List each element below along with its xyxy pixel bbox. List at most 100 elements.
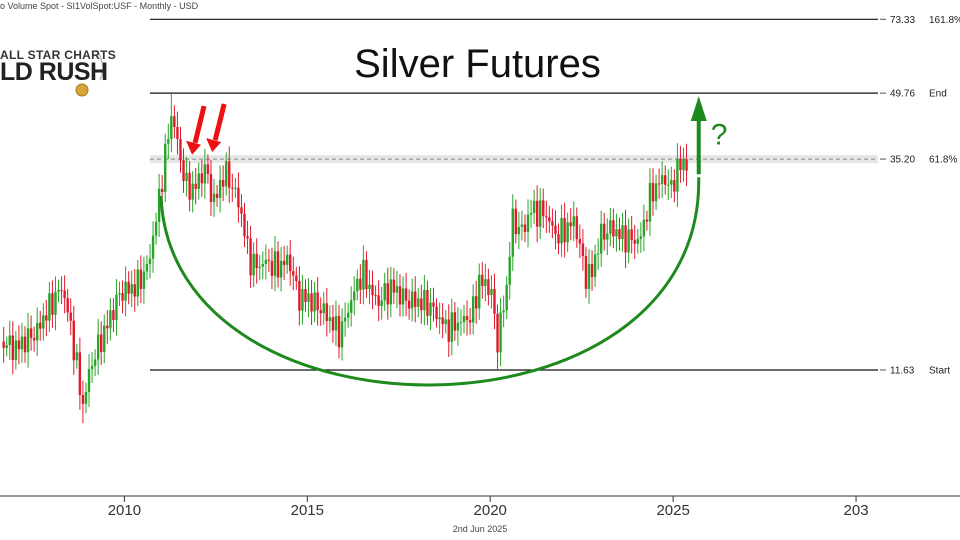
candle-body bbox=[420, 298, 423, 311]
candle-body bbox=[505, 284, 508, 311]
candle-body bbox=[307, 293, 310, 302]
candle-body bbox=[115, 294, 118, 320]
chart-header: o Volume Spot - SI1VolSpot:USF - Monthly… bbox=[0, 1, 199, 11]
candle-body bbox=[395, 286, 399, 293]
candle-body bbox=[590, 264, 594, 278]
candle-body bbox=[319, 310, 322, 314]
candle-body bbox=[587, 264, 591, 289]
candle-body bbox=[606, 233, 609, 240]
level-label: Start bbox=[929, 365, 950, 376]
resistance-arrowhead bbox=[206, 138, 222, 153]
candle-body bbox=[87, 369, 91, 392]
candle-body bbox=[548, 217, 551, 222]
candle-body bbox=[130, 284, 133, 294]
candle-body bbox=[670, 180, 673, 185]
candle-body bbox=[380, 300, 383, 306]
candle-body bbox=[526, 214, 530, 232]
candle-body bbox=[255, 253, 258, 269]
candle-body bbox=[377, 295, 380, 306]
candle-body bbox=[100, 334, 103, 352]
candle-body bbox=[310, 293, 313, 312]
candle-body bbox=[535, 200, 539, 227]
candle-body bbox=[642, 219, 646, 237]
candle-body bbox=[630, 229, 633, 241]
candle-body bbox=[487, 279, 490, 296]
candle-body bbox=[63, 290, 66, 299]
candle-body bbox=[514, 208, 518, 235]
candle-body bbox=[572, 216, 575, 227]
candle-body bbox=[575, 216, 578, 240]
candle-body bbox=[93, 359, 97, 366]
candle-body bbox=[508, 256, 511, 285]
level-value: 11.63 bbox=[890, 365, 915, 376]
candle-body bbox=[84, 391, 88, 404]
candle-body bbox=[191, 183, 194, 200]
x-tick-label: 2025 bbox=[656, 502, 689, 519]
candle-body bbox=[170, 116, 173, 140]
candle-body bbox=[612, 220, 615, 237]
candle-body bbox=[72, 320, 75, 361]
candle-body bbox=[529, 212, 533, 215]
candle-body bbox=[179, 139, 182, 161]
candle-body bbox=[511, 208, 514, 257]
candle-body bbox=[133, 284, 136, 297]
candle-body bbox=[124, 281, 127, 301]
candle-body bbox=[639, 236, 643, 239]
candle-body bbox=[81, 395, 85, 404]
candle-body bbox=[624, 225, 627, 253]
candle-body bbox=[173, 116, 176, 128]
candle-body bbox=[645, 219, 649, 222]
candle-body bbox=[325, 303, 329, 321]
candle-body bbox=[185, 172, 188, 182]
candle-body bbox=[444, 319, 447, 325]
candle-body bbox=[462, 315, 466, 323]
logo-swoosh-icon bbox=[95, 49, 104, 81]
candle-body bbox=[359, 278, 362, 290]
candle-body bbox=[151, 235, 155, 259]
candle-body bbox=[429, 302, 432, 316]
candle-body bbox=[532, 200, 536, 213]
candle-body bbox=[246, 236, 249, 239]
candle-body bbox=[282, 260, 286, 265]
candle-body bbox=[206, 164, 210, 174]
candle-body bbox=[8, 335, 11, 346]
candle-body bbox=[167, 139, 170, 144]
candle-body bbox=[596, 253, 600, 255]
candle-body bbox=[654, 183, 658, 202]
candle-body bbox=[554, 225, 557, 235]
candle-body bbox=[2, 341, 5, 348]
candle-body bbox=[560, 217, 563, 244]
candle-body bbox=[264, 259, 268, 264]
x-tick-label: 2015 bbox=[291, 502, 324, 519]
candle-body bbox=[566, 222, 569, 243]
candle-body bbox=[557, 234, 560, 244]
candle-body bbox=[426, 290, 429, 316]
candle-body bbox=[11, 335, 15, 361]
candle-body bbox=[667, 184, 670, 186]
candle-body bbox=[218, 179, 222, 198]
candle-body bbox=[618, 229, 621, 240]
candle-body bbox=[499, 312, 502, 353]
candle-body bbox=[32, 337, 36, 341]
candle-body bbox=[139, 269, 143, 289]
candle-body bbox=[26, 328, 30, 353]
candle-body bbox=[75, 352, 79, 361]
candle-body bbox=[225, 161, 228, 187]
candle-body bbox=[316, 292, 319, 311]
candle-body bbox=[392, 279, 396, 293]
candle-body bbox=[96, 334, 100, 360]
candle-body bbox=[615, 229, 618, 237]
candle-body bbox=[496, 313, 499, 353]
candle-body bbox=[304, 289, 307, 302]
candle-body bbox=[673, 180, 676, 192]
candle-body bbox=[657, 183, 661, 185]
chart-title: Silver Futures bbox=[354, 42, 601, 86]
candle-body bbox=[182, 160, 185, 182]
candle-body bbox=[289, 254, 292, 272]
candle-body bbox=[154, 221, 158, 236]
candle-body bbox=[42, 315, 45, 329]
candle-body bbox=[39, 322, 42, 329]
candle-body bbox=[160, 188, 164, 192]
candle-body bbox=[215, 193, 219, 198]
